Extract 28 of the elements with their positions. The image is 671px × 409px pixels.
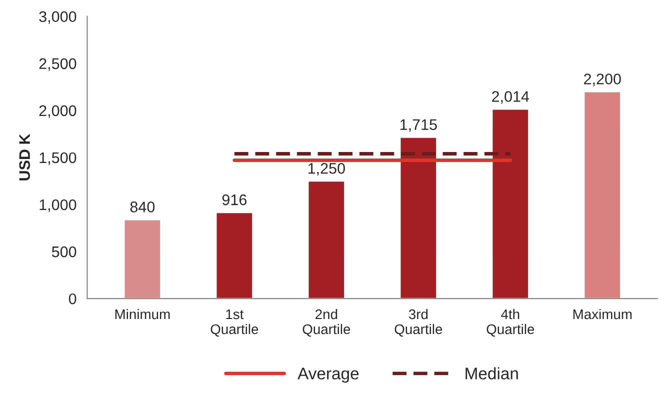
x-tick-label: 1st Quartile — [210, 309, 258, 337]
x-tick-label: 2nd Quartile — [302, 308, 350, 337]
data-label: 2,014 — [492, 91, 530, 104]
y-tick-label: 500 — [52, 246, 76, 258]
legend-label: Average — [298, 368, 359, 383]
x-tick-label: Minimum — [115, 308, 170, 320]
data-label: 840 — [130, 202, 155, 212]
y-tick-label: 2,500 — [39, 58, 76, 71]
x-tick-label: 3rd Quartile — [394, 308, 442, 337]
y-tick-label: 2,000 — [39, 105, 76, 118]
legend-label: Median — [466, 367, 518, 380]
y-tick-label: 1,000 — [40, 199, 76, 212]
bar — [215, 212, 254, 299]
y-tick-label: 3,000 — [39, 11, 76, 24]
x-tick-label: Maximum — [573, 308, 632, 320]
bar — [583, 90, 622, 299]
bar — [399, 136, 438, 299]
y-tick-label: 1,500 — [40, 152, 76, 165]
y-axis-title: USD K — [19, 134, 30, 180]
bar — [491, 108, 530, 299]
data-label: 1,715 — [400, 119, 437, 132]
x-tick-label: 4th Quartile — [486, 308, 534, 337]
bar — [307, 180, 346, 299]
data-label: 1,250 — [308, 162, 345, 176]
data-label: 916 — [222, 194, 246, 206]
data-label: 2,200 — [584, 74, 621, 86]
y-tick-label: 0 — [68, 293, 76, 304]
bar — [123, 218, 162, 299]
